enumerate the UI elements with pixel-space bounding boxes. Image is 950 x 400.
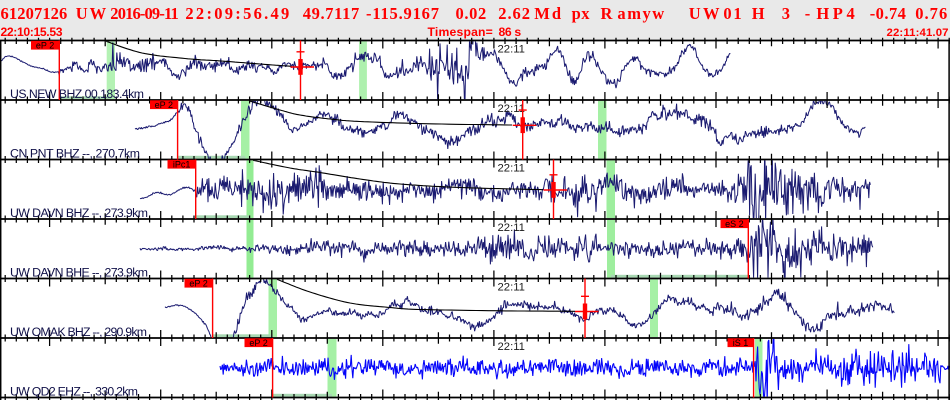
svg-text:UW: UW: [76, 4, 107, 23]
svg-text:H: H: [816, 4, 829, 23]
svg-text:22:11: 22:11: [498, 341, 525, 353]
svg-text:px: px: [572, 4, 591, 23]
svg-text:UW OMAK BHZ --, 290.9km: UW OMAK BHZ --, 290.9km: [10, 325, 147, 339]
svg-text:22:11: 22:11: [498, 103, 525, 115]
svg-text:iPc1: iPc1: [173, 159, 191, 169]
svg-text:eP 2: eP 2: [36, 40, 54, 50]
svg-text:86 s: 86 s: [499, 25, 522, 39]
svg-text:eP 2: eP 2: [155, 100, 173, 110]
svg-text:49.7117: 49.7117: [303, 4, 359, 23]
svg-text:2.62: 2.62: [498, 4, 530, 23]
svg-text:amyw: amyw: [617, 4, 664, 23]
svg-text:Timespan=: Timespan=: [428, 25, 493, 39]
svg-text:UW DAVN BHZ --, 273.9km: UW DAVN BHZ --, 273.9km: [10, 206, 148, 220]
svg-text:01: 01: [723, 4, 741, 23]
svg-text:UW: UW: [689, 4, 720, 23]
svg-text:0.76: 0.76: [915, 4, 947, 23]
svg-text:22:11: 22:11: [498, 162, 525, 174]
svg-text:-115.9167: -115.9167: [366, 4, 439, 23]
svg-text:iS 1: iS 1: [733, 338, 749, 348]
svg-text:22:11: 22:11: [498, 281, 525, 293]
svg-text:US NEW BHZ 00,183.4km: US NEW BHZ 00,183.4km: [10, 87, 144, 101]
svg-text:Md: Md: [534, 4, 561, 23]
svg-text:H: H: [752, 4, 765, 23]
svg-text:22:11:41.07: 22:11:41.07: [887, 27, 949, 39]
svg-text:3: 3: [782, 4, 790, 23]
svg-text:R: R: [601, 4, 614, 23]
svg-text:eP 2: eP 2: [249, 338, 267, 348]
svg-text:22:10:15.53: 22:10:15.53: [1, 25, 63, 39]
svg-text:-: -: [805, 4, 811, 23]
svg-text:22:09:56.49: 22:09:56.49: [185, 4, 289, 23]
svg-text:CN PNT BHZ --, 270.7km: CN PNT BHZ --, 270.7km: [10, 147, 140, 161]
svg-text:-0.74: -0.74: [870, 4, 906, 23]
svg-text:UW QD2 EHZ --, 330.2km: UW QD2 EHZ --, 330.2km: [10, 385, 138, 399]
svg-text:eS 2: eS 2: [725, 219, 744, 229]
svg-text:22:11: 22:11: [498, 222, 525, 234]
svg-text:UW DAVN BHE --, 273.9km: UW DAVN BHE --, 273.9km: [10, 266, 148, 280]
svg-text:61207126: 61207126: [1, 4, 68, 23]
svg-text:22:11: 22:11: [498, 43, 525, 55]
svg-text:eP 2: eP 2: [189, 278, 207, 288]
svg-text:0.02: 0.02: [456, 4, 487, 23]
svg-text:2016-09-11: 2016-09-11: [110, 4, 178, 23]
